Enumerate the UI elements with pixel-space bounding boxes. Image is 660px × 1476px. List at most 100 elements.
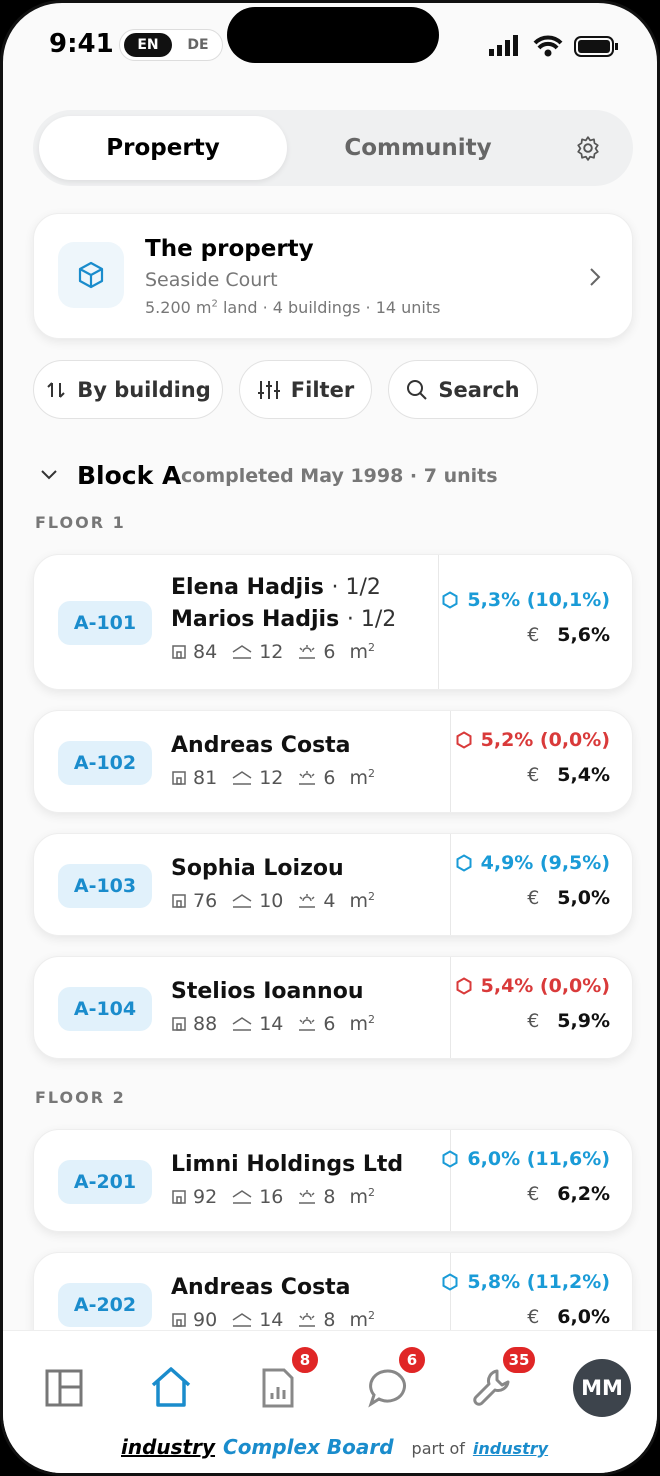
roof-icon [232, 894, 252, 908]
area-unit: m [349, 1309, 368, 1330]
property-card[interactable]: The property Seaside Court 5.200 m2 land… [33, 213, 633, 339]
language-option[interactable]: EN [124, 33, 172, 57]
ratio: 5,4% (0,0%) [455, 975, 610, 997]
icon [297, 644, 317, 660]
unit-id: A-104 [58, 986, 152, 1031]
owner: Marios Hadjis · 1/2 [171, 607, 396, 639]
balcony-icon [299, 1190, 316, 1204]
superscript: 2 [367, 1309, 375, 1322]
unit-card[interactable]: A-104 Stelios Ioannou 88 14 6 m 2 5,4% (0,0%) €5… [33, 956, 633, 1059]
balcony-icon [299, 1017, 316, 1031]
unit-id: A-103 [58, 863, 152, 908]
icon [297, 770, 317, 786]
unit-info: Limni Holdings Ltd 92 16 8 m 2 [171, 1152, 403, 1208]
ratio-text: 5,2% (0,0%) [480, 728, 610, 751]
superscript: 2 [367, 641, 375, 654]
sort-icon [47, 381, 65, 398]
unit-card[interactable]: A-103 Sophia Loizou 76 10 4 m 2 4,9% (9,5%) €5,0… [33, 833, 633, 936]
ratio-text: 6,0% (11,6%) [467, 1147, 610, 1170]
stat: 14 [259, 1309, 284, 1330]
status-icon [442, 1272, 458, 1291]
stat: 81 [193, 767, 218, 789]
unit-card[interactable]: A-201 Limni Holdings Ltd 92 16 8 m 2 6,0% (11,6… [33, 1129, 633, 1232]
euro: €5,4% [527, 764, 610, 786]
ratio-text: 4,9% (9,5%) [480, 851, 610, 874]
icon [231, 1016, 253, 1032]
area-unit: m [349, 890, 368, 912]
unit-stats: 84 12 6 m 2 [171, 641, 396, 663]
unit-id: A-202 [58, 1282, 152, 1327]
unit-stats: 76 10 4 m 2 [171, 890, 375, 912]
badge: 8 [290, 1345, 320, 1375]
area-unit: m [349, 641, 368, 663]
euro: €5,6% [527, 624, 610, 646]
cube-icon [78, 261, 104, 289]
tab[interactable]: Community [344, 135, 492, 161]
euro: €5,0% [527, 887, 610, 909]
stat: 76 [193, 890, 218, 912]
icon [171, 644, 187, 660]
owner: Stelios Ioannou [171, 979, 375, 1011]
search-button[interactable]: Search [388, 360, 538, 419]
badge: 6 [397, 1345, 427, 1375]
roof-icon [232, 1017, 252, 1031]
tools-icon[interactable] [471, 1367, 513, 1409]
sort-button[interactable]: By building [33, 360, 223, 419]
balcony-icon [299, 1313, 316, 1327]
stat: 14 [259, 1013, 284, 1035]
icon [231, 644, 253, 660]
icon [441, 1149, 459, 1168]
unit-card[interactable]: A-202 Andreas Costa 90 14 8 m 2 5,8% (11,2%) €6,… [33, 1252, 633, 1330]
icon [231, 893, 253, 909]
unit-info: Elena Hadjis · 1/2 Marios Hadjis · 1/2 84 1… [171, 575, 396, 663]
currency: € [527, 1305, 540, 1328]
unit-card[interactable]: A-101 Elena Hadjis · 1/2 Marios Hadjis · 1… [33, 554, 633, 690]
stat: 8 [323, 1186, 336, 1208]
language-switch[interactable]: EN DE [119, 29, 223, 61]
settings-icon[interactable] [575, 135, 601, 161]
owner-name: Limni Holdings Ltd [171, 1152, 404, 1177]
euro: €6,2% [527, 1183, 610, 1205]
stat: 84 [193, 641, 218, 663]
icon [297, 1189, 317, 1205]
icon [231, 1189, 253, 1205]
icon [455, 730, 473, 749]
filter-button[interactable]: Filter [239, 360, 372, 419]
report-icon[interactable] [261, 1367, 295, 1409]
status-icon [456, 853, 472, 872]
search-icon [407, 379, 428, 400]
superscript: 2 [211, 298, 218, 310]
tab-bar: Property Community [33, 110, 633, 186]
property-details: 5.200 m2 land · 4 buildings · 14 units [145, 298, 440, 317]
icon [231, 770, 253, 786]
owner-name: Marios Hadjis [171, 607, 340, 632]
euro: €6,0% [527, 1306, 610, 1328]
chat-icon[interactable] [367, 1367, 409, 1409]
owner-share: · 1/2 [331, 575, 381, 600]
icon [441, 1272, 459, 1291]
home-icon[interactable] [149, 1365, 193, 1409]
ratio-text: 5,4% (0,0%) [480, 974, 610, 997]
collapse-chevron[interactable] [39, 467, 59, 483]
unit-card[interactable]: A-102 Andreas Costa 81 12 6 m 2 5,2% (0,0%) €5,4… [33, 710, 633, 813]
icon [297, 1312, 317, 1328]
stat: 4 [323, 890, 336, 912]
icon [171, 1312, 187, 1328]
unit-stats: 90 14 8 m 2 [171, 1309, 375, 1330]
euro-value: 5,9% [557, 1009, 610, 1032]
part-of: part of [411, 1439, 465, 1458]
status-icons [489, 35, 618, 57]
divider [450, 957, 451, 1058]
owner-name: Elena Hadjis [171, 575, 324, 600]
owner-name: Sophia Loizou [171, 856, 344, 881]
area-unit: m [349, 1186, 368, 1208]
unit-info: Andreas Costa 81 12 6 m 2 [171, 733, 375, 789]
dashboard-icon[interactable] [45, 1369, 83, 1407]
avatar[interactable]: MM [573, 1359, 631, 1417]
icon [455, 976, 473, 995]
owner-name: Andreas Costa [171, 733, 351, 758]
floor-icon [172, 1313, 186, 1327]
tab-active[interactable]: Property [39, 116, 287, 180]
language-option[interactable]: DE [187, 37, 209, 53]
ratio: 4,9% (9,5%) [455, 852, 610, 874]
